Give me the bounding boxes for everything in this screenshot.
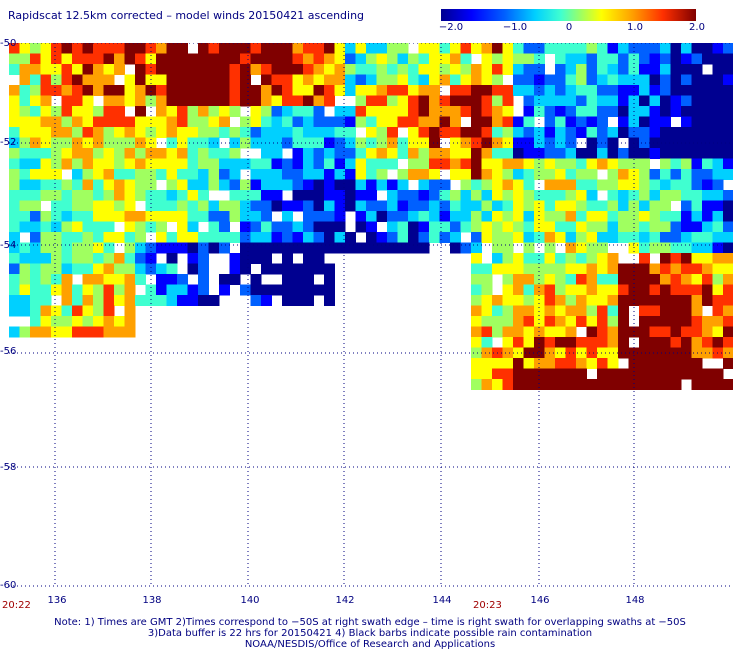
lat-label: -58 — [0, 462, 17, 473]
lon-label: 136 — [47, 595, 67, 606]
colorbar-label: 2.0 — [689, 22, 705, 33]
colorbar: −2.0 −1.0 0 1.0 2.0 — [438, 9, 705, 34]
lon-label: 146 — [530, 595, 550, 606]
lon-label: 148 — [625, 595, 645, 606]
lat-label: -54 — [0, 240, 17, 251]
time-label: 20:22 — [2, 600, 31, 611]
colorbar-label: 0 — [565, 22, 573, 33]
map-title: Rapidscat 12.5km corrected – model winds… — [8, 9, 365, 22]
lon-label: 140 — [240, 595, 260, 606]
map-canvas — [9, 43, 733, 587]
colorbar-label: −1.0 — [502, 22, 528, 33]
colorbar-gradient — [441, 9, 696, 21]
lon-label: 144 — [432, 595, 452, 606]
lat-label: -60 — [0, 580, 17, 591]
footnotes: Note: 1) Times are GMT 2)Times correspon… — [0, 617, 740, 650]
wind-difference-map — [9, 43, 733, 587]
lon-label: 138 — [142, 595, 162, 606]
lat-label: -52 — [0, 137, 17, 148]
footnote-line: 3)Data buffer is 22 hrs for 20150421 4) … — [147, 628, 593, 639]
time-label: 20:23 — [473, 600, 502, 611]
lat-label: -50 — [0, 38, 17, 49]
colorbar-label: −2.0 — [438, 22, 464, 33]
footnote-line: Note: 1) Times are GMT 2)Times correspon… — [54, 617, 686, 628]
lon-label: 142 — [335, 595, 355, 606]
colorbar-label: 1.0 — [627, 22, 643, 33]
footnote-line: NOAA/NESDIS/Office of Research and Appli… — [244, 639, 496, 650]
lat-label: -56 — [0, 346, 17, 357]
